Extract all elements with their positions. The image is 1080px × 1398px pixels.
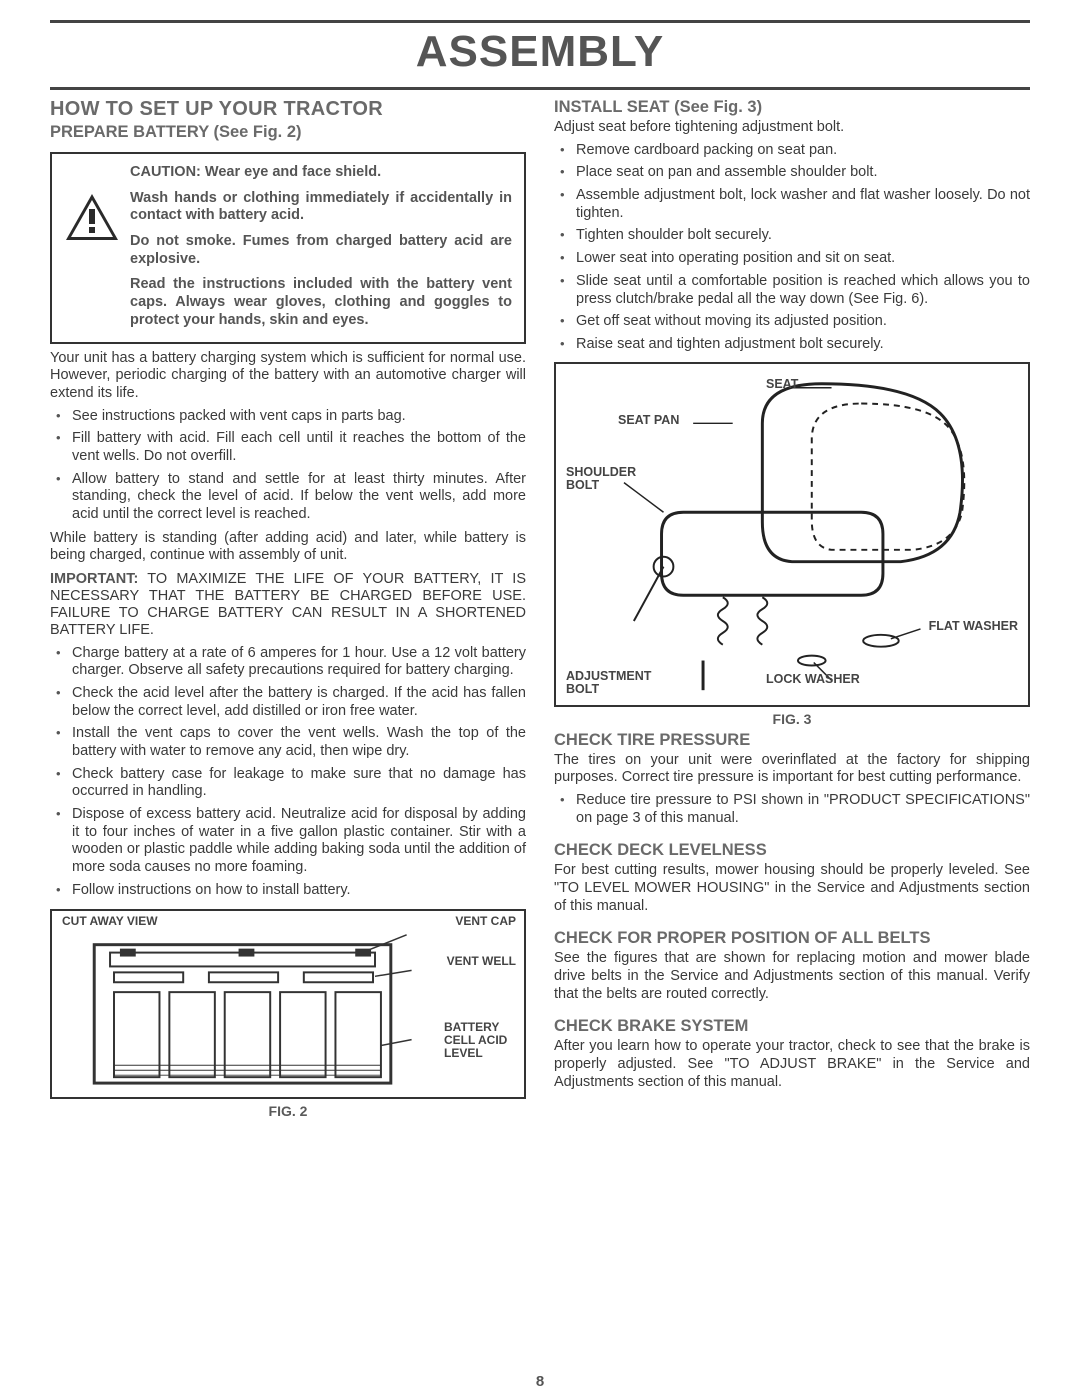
- caution-line-3: Do not smoke. Fumes from charged battery…: [130, 233, 512, 268]
- label-ventwell: VENT WELL: [447, 955, 516, 968]
- two-column-layout: HOW TO SET UP YOUR TRACTOR PREPARE BATTE…: [50, 92, 1030, 1119]
- heading-install-seat: INSTALL SEAT (See Fig. 3): [554, 98, 1030, 117]
- deck-text: For best cutting results, mower housing …: [554, 862, 1030, 915]
- caution-text: CAUTION: Wear eye and face shield. Wash …: [130, 164, 512, 330]
- list-item: Allow battery to stand and settle for at…: [50, 471, 526, 524]
- list-item: Place seat on pan and assemble shoulder …: [554, 164, 1030, 182]
- label-acid: BATTERY CELL ACID LEVEL: [444, 1021, 516, 1059]
- list-item: Tighten shoulder bolt securely.: [554, 227, 1030, 245]
- left-column: HOW TO SET UP YOUR TRACTOR PREPARE BATTE…: [50, 92, 526, 1119]
- list-item: Slide seat until a comfortable position …: [554, 273, 1030, 308]
- figure-3-box: SEAT SEAT PAN SHOULDER BOLT FLAT WASHER …: [554, 362, 1030, 707]
- label-adjust: ADJUSTMENT BOLT: [566, 670, 666, 696]
- heading-prepare-battery: PREPARE BATTERY (See Fig. 2): [50, 123, 526, 142]
- label-cutaway: CUT AWAY VIEW: [62, 915, 158, 928]
- list-item: Get off seat without moving its adjusted…: [554, 313, 1030, 331]
- label-seat: SEAT: [766, 378, 798, 391]
- page-title: ASSEMBLY: [50, 27, 1030, 77]
- list-item: Dispose of excess battery acid. Neutrali…: [50, 806, 526, 877]
- label-shoulder: SHOULDER BOLT: [566, 466, 646, 492]
- right-column: INSTALL SEAT (See Fig. 3) Adjust seat be…: [554, 92, 1030, 1119]
- heading-deck: CHECK DECK LEVELNESS: [554, 841, 1030, 860]
- figure-2-box: CUT AWAY VIEW VENT CAP VENT WELL BATTERY…: [50, 909, 526, 1099]
- heading-belts: CHECK FOR PROPER POSITION OF ALL BELTS: [554, 929, 1030, 948]
- brake-text: After you learn how to operate your trac…: [554, 1038, 1030, 1091]
- label-seatpan: SEAT PAN: [618, 414, 679, 427]
- list-item: Follow instructions on how to install ba…: [50, 882, 526, 900]
- list-item: Assemble adjustment bolt, lock washer an…: [554, 187, 1030, 222]
- caution-box: CAUTION: Wear eye and face shield. Wash …: [50, 152, 526, 344]
- list-item: Reduce tire pressure to PSI shown in "PR…: [554, 792, 1030, 827]
- battery-bullets-2: Charge battery at a rate of 6 amperes fo…: [50, 645, 526, 900]
- rule-under-title: [50, 87, 1030, 90]
- heading-tire: CHECK TIRE PRESSURE: [554, 731, 1030, 750]
- page-number: 8: [536, 1373, 544, 1390]
- battery-standing: While battery is standing (after adding …: [50, 530, 526, 565]
- list-item: Install the vent caps to cover the vent …: [50, 725, 526, 760]
- list-item: Raise seat and tighten adjustment bolt s…: [554, 336, 1030, 354]
- figure-2-svg: [60, 917, 516, 1091]
- rule-top: [50, 20, 1030, 23]
- figure-2-caption: FIG. 2: [50, 1103, 526, 1119]
- list-item: Check battery case for leakage to make s…: [50, 766, 526, 801]
- list-item: Charge battery at a rate of 6 amperes fo…: [50, 645, 526, 680]
- tire-text: The tires on your unit were overinflated…: [554, 752, 1030, 787]
- caution-line-2: Wash hands or clothing immediately if ac…: [130, 190, 512, 225]
- belts-text: See the figures that are shown for repla…: [554, 950, 1030, 1003]
- label-ventcap: VENT CAP: [455, 915, 516, 928]
- heading-brake: CHECK BRAKE SYSTEM: [554, 1017, 1030, 1036]
- warning-icon: [64, 192, 120, 247]
- list-item: Check the acid level after the battery i…: [50, 685, 526, 720]
- figure-3-caption: FIG. 3: [554, 711, 1030, 727]
- seat-bullets: Remove cardboard packing on seat pan. Pl…: [554, 142, 1030, 354]
- battery-intro: Your unit has a battery charging system …: [50, 350, 526, 403]
- caution-line-1: CAUTION: Wear eye and face shield.: [130, 164, 512, 182]
- tire-bullets: Reduce tire pressure to PSI shown in "PR…: [554, 792, 1030, 827]
- seat-intro: Adjust seat before tightening adjustment…: [554, 119, 1030, 137]
- list-item: See instructions packed with vent caps i…: [50, 408, 526, 426]
- important-note: IMPORTANT: TO MAXIMIZE THE LIFE OF YOUR …: [50, 571, 526, 639]
- label-flat: FLAT WASHER: [929, 620, 1018, 633]
- label-lock: LOCK WASHER: [766, 673, 860, 686]
- important-label: IMPORTANT:: [50, 571, 138, 587]
- battery-bullets-1: See instructions packed with vent caps i…: [50, 408, 526, 524]
- list-item: Remove cardboard packing on seat pan.: [554, 142, 1030, 160]
- heading-setup: HOW TO SET UP YOUR TRACTOR: [50, 98, 526, 121]
- caution-line-4: Read the instructions included with the …: [130, 276, 512, 329]
- list-item: Fill battery with acid. Fill each cell u…: [50, 430, 526, 465]
- list-item: Lower seat into operating position and s…: [554, 250, 1030, 268]
